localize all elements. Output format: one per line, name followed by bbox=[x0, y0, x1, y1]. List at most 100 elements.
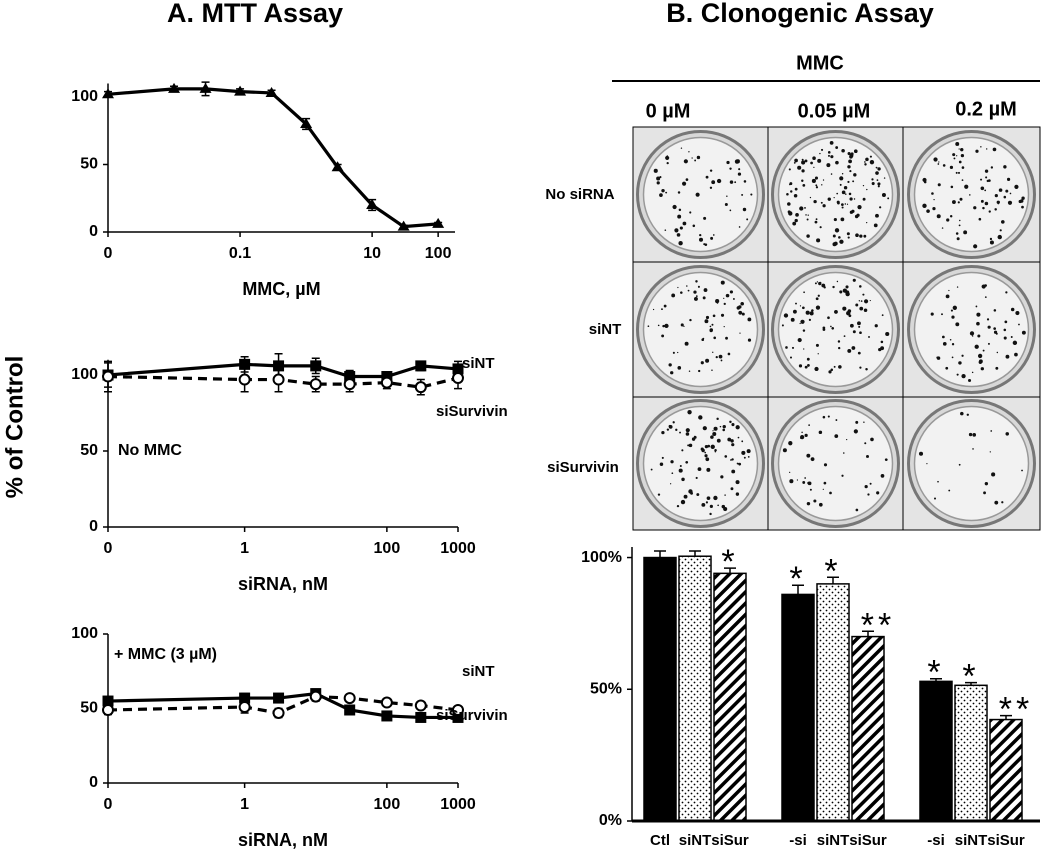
colony bbox=[955, 142, 960, 146]
colony bbox=[994, 500, 999, 505]
colony bbox=[717, 504, 719, 507]
colony bbox=[726, 160, 730, 165]
colony bbox=[843, 185, 848, 190]
colony bbox=[1010, 336, 1013, 338]
colony bbox=[827, 316, 830, 320]
colony bbox=[964, 184, 969, 189]
colony bbox=[805, 214, 807, 216]
colony bbox=[781, 324, 784, 327]
colony bbox=[959, 197, 963, 201]
colony bbox=[1019, 199, 1024, 203]
colony bbox=[705, 315, 710, 320]
colony bbox=[885, 331, 890, 337]
colony bbox=[731, 458, 734, 461]
colony bbox=[746, 218, 749, 221]
x-tick-label: 100 bbox=[374, 796, 401, 813]
colony bbox=[834, 228, 840, 233]
colony bbox=[799, 206, 804, 211]
colony bbox=[984, 189, 987, 192]
marker bbox=[310, 360, 322, 372]
colony bbox=[706, 467, 711, 472]
marker bbox=[238, 373, 251, 386]
colony bbox=[859, 366, 862, 369]
colony bbox=[710, 435, 714, 439]
colony bbox=[831, 327, 835, 330]
treatment-label: MMC bbox=[796, 52, 844, 74]
x-tick-label: 0 bbox=[104, 245, 113, 262]
colony bbox=[821, 184, 823, 186]
colony bbox=[672, 351, 675, 354]
colony bbox=[853, 149, 858, 154]
colony bbox=[672, 421, 675, 424]
colony bbox=[855, 233, 859, 238]
colony bbox=[822, 179, 825, 181]
annotation: + MMC (3 µM) bbox=[114, 646, 217, 663]
significance-mark: ** bbox=[999, 691, 1033, 729]
colony bbox=[836, 280, 839, 283]
marker bbox=[380, 376, 393, 389]
colony bbox=[738, 305, 742, 309]
colony bbox=[816, 238, 821, 243]
colony bbox=[866, 454, 869, 458]
colony bbox=[806, 218, 809, 221]
colony bbox=[711, 323, 714, 326]
colony bbox=[791, 346, 795, 349]
colony bbox=[670, 371, 674, 375]
colony bbox=[850, 152, 854, 156]
colony bbox=[800, 437, 802, 439]
marker bbox=[343, 692, 356, 705]
colony bbox=[662, 324, 665, 328]
colony bbox=[795, 212, 799, 217]
colony bbox=[678, 241, 683, 246]
colony bbox=[946, 218, 950, 222]
colony bbox=[838, 346, 841, 350]
colony bbox=[684, 341, 689, 346]
colony bbox=[836, 192, 839, 195]
significance-mark: * bbox=[721, 543, 738, 581]
marker bbox=[432, 217, 445, 228]
colony bbox=[740, 301, 744, 306]
colony bbox=[957, 201, 960, 204]
marker bbox=[344, 704, 356, 716]
colony bbox=[969, 194, 971, 196]
marker bbox=[452, 372, 464, 385]
colony bbox=[709, 325, 712, 328]
colony bbox=[685, 432, 690, 436]
colony bbox=[741, 440, 744, 443]
colony bbox=[787, 210, 791, 214]
colony bbox=[666, 161, 669, 165]
colony bbox=[955, 171, 958, 174]
colony bbox=[847, 165, 851, 169]
bar bbox=[643, 556, 677, 822]
colony bbox=[738, 310, 743, 315]
colony bbox=[801, 169, 805, 173]
colony bbox=[847, 152, 851, 156]
colony bbox=[973, 244, 978, 249]
marker bbox=[168, 82, 181, 93]
colony bbox=[931, 192, 934, 195]
bar bbox=[678, 555, 712, 822]
colony bbox=[826, 163, 831, 168]
colony bbox=[803, 291, 805, 294]
bar bbox=[816, 583, 850, 822]
colony bbox=[710, 444, 715, 449]
colony bbox=[857, 321, 861, 326]
colony bbox=[833, 217, 837, 222]
colony bbox=[712, 430, 714, 432]
colony bbox=[829, 140, 834, 145]
colony bbox=[823, 481, 827, 485]
colony bbox=[647, 325, 650, 328]
colony bbox=[747, 338, 752, 342]
colony bbox=[843, 452, 845, 454]
colony bbox=[848, 314, 852, 318]
colony bbox=[675, 428, 678, 431]
colony bbox=[827, 197, 831, 201]
colony bbox=[863, 299, 869, 304]
marker bbox=[452, 711, 464, 723]
colony bbox=[937, 183, 941, 187]
colony bbox=[880, 474, 885, 478]
colony bbox=[849, 170, 852, 173]
colony bbox=[852, 180, 855, 183]
colony bbox=[951, 315, 955, 319]
colony bbox=[978, 217, 982, 221]
